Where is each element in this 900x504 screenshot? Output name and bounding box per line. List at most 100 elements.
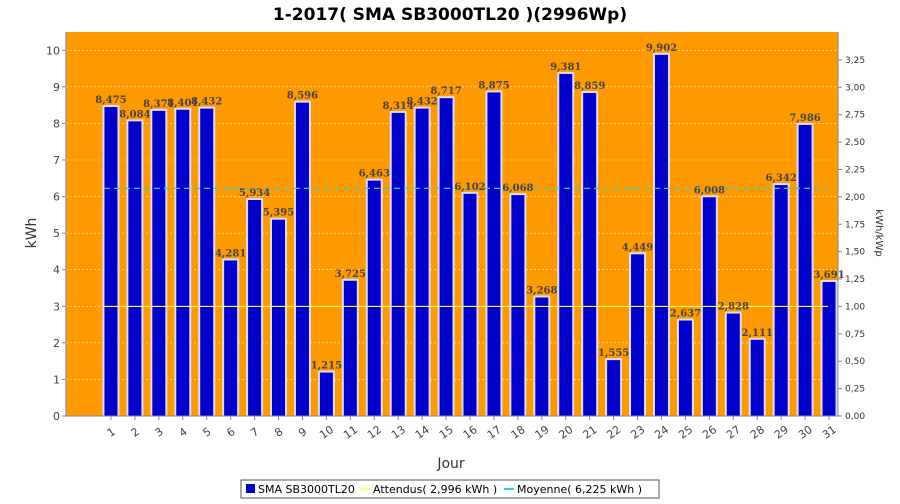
bar: [295, 102, 309, 416]
y2-tick-label: 3,25: [845, 56, 865, 66]
y-tick-label: 0: [53, 410, 60, 423]
bar: [128, 121, 142, 417]
legend-box: [240, 479, 660, 499]
data-label: 8,859: [574, 81, 605, 92]
x-tick-label: 27: [724, 423, 743, 442]
bar: [631, 254, 645, 416]
data-label: 3,268: [526, 285, 557, 296]
y2-tick-label: 1,75: [845, 220, 865, 230]
y2-tick-label: 0,75: [845, 330, 865, 340]
bar: [104, 107, 118, 417]
x-tick-label: 19: [533, 423, 552, 442]
y2-tick-label: 3,00: [845, 83, 865, 93]
x-tick-label: 23: [628, 423, 647, 442]
reference-lines: [104, 187, 828, 308]
y-tick-label: 1: [53, 373, 60, 386]
legend-item-moyenne: Moyenne( 6,225 kWh ): [517, 483, 642, 496]
x-tick-label: 16: [461, 423, 480, 442]
bar: [487, 92, 501, 416]
bar: [248, 199, 262, 416]
x-tick-label: 9: [296, 425, 309, 440]
bar: [272, 219, 286, 416]
data-label: 2,637: [670, 309, 701, 320]
x-tick-label: 12: [365, 423, 384, 442]
data-label: 6,463: [359, 169, 390, 180]
bar: [774, 185, 788, 416]
y-tick-label: 9: [53, 81, 60, 94]
legend-item-attendus: Attendus( 2,996 kWh ): [373, 483, 497, 496]
x-tick-label: 8: [272, 425, 285, 440]
x-tick-label: 6: [224, 425, 237, 440]
data-label: 8,432: [406, 97, 437, 108]
x-tick-label: 17: [485, 423, 504, 442]
y-tick-label: 2: [53, 337, 60, 350]
y2-tick-label: 0,25: [845, 385, 865, 395]
data-label: 4,281: [215, 248, 246, 259]
x-tick-label: 31: [820, 423, 839, 442]
data-label: 3,691: [813, 270, 844, 281]
legend-item-sma: SMA SB3000TL20: [258, 483, 355, 496]
y2-tick-label: 1,00: [845, 302, 865, 312]
data-label: 8,717: [430, 86, 461, 97]
y2-tick-label: 2,00: [845, 193, 865, 203]
data-label: 8,084: [119, 109, 150, 120]
bar: [559, 73, 573, 416]
bar: [463, 193, 477, 416]
bar: [176, 109, 190, 416]
data-label: 9,902: [646, 43, 677, 54]
x-tick-label: 25: [676, 423, 695, 442]
bar: [319, 372, 333, 416]
x-tick-label: 26: [700, 423, 719, 442]
x-tick-label: 15: [437, 423, 456, 442]
data-label: 6,068: [502, 183, 533, 194]
y-tick-label: 5: [53, 227, 60, 240]
legend: SMA SB3000TL20 Attendus( 2,996 kWh ) Moy…: [240, 479, 660, 499]
data-label: 5,395: [263, 208, 294, 219]
bar: [343, 280, 357, 416]
data-label: 7,986: [789, 113, 820, 124]
bars: [102, 52, 838, 417]
y2-tick-label: 2,75: [845, 111, 865, 121]
x-tick-label: 29: [772, 423, 791, 442]
x-tick-label: 10: [317, 423, 336, 442]
data-label: 1,215: [311, 361, 342, 372]
x-tick-label: 21: [581, 423, 600, 442]
data-label: 8,596: [287, 91, 318, 102]
data-label: 8,371: [143, 99, 174, 110]
data-labels: 8,4758,0848,3718,4018,4324,2815,9345,395…: [95, 43, 844, 372]
x-tick-label: 18: [509, 423, 528, 442]
y-tick-label: 6: [53, 191, 60, 204]
bar: [678, 320, 692, 416]
y2-axis-label: kWh/kWp: [873, 209, 884, 256]
y-tick-label: 7: [53, 154, 60, 167]
data-label: 8,401: [167, 98, 198, 109]
x-tick-label: 4: [176, 425, 189, 440]
bar: [822, 282, 836, 416]
data-label: 8,432: [191, 97, 222, 108]
x-tick-label: 28: [748, 423, 767, 442]
data-label: 6,342: [765, 173, 796, 184]
x-tick-label: 22: [604, 423, 623, 442]
y2-tick-label: 2,50: [845, 138, 865, 148]
data-label: 6,102: [454, 182, 485, 193]
bar: [224, 260, 238, 416]
data-label: 6,008: [694, 185, 725, 196]
bar: [654, 54, 668, 416]
bar: [511, 195, 525, 416]
data-label: 1,555: [598, 348, 629, 359]
chart-title: 1-2017( SMA SB3000TL20 )(2996Wp): [273, 5, 627, 25]
bar: [439, 98, 453, 417]
bar: [391, 112, 405, 417]
x-tick-label: 11: [341, 423, 360, 442]
bar: [152, 110, 166, 417]
data-label: 2,828: [718, 302, 749, 313]
bar: [607, 360, 621, 416]
data-label: 8,875: [478, 80, 509, 91]
x-tick-label: 24: [652, 423, 671, 442]
bar: [367, 180, 381, 416]
y2-tick-label: 0,00: [845, 412, 865, 422]
legend-swatch-sma: [246, 484, 255, 493]
data-label: 3,725: [335, 269, 366, 280]
x-tick-label: 7: [248, 425, 261, 440]
